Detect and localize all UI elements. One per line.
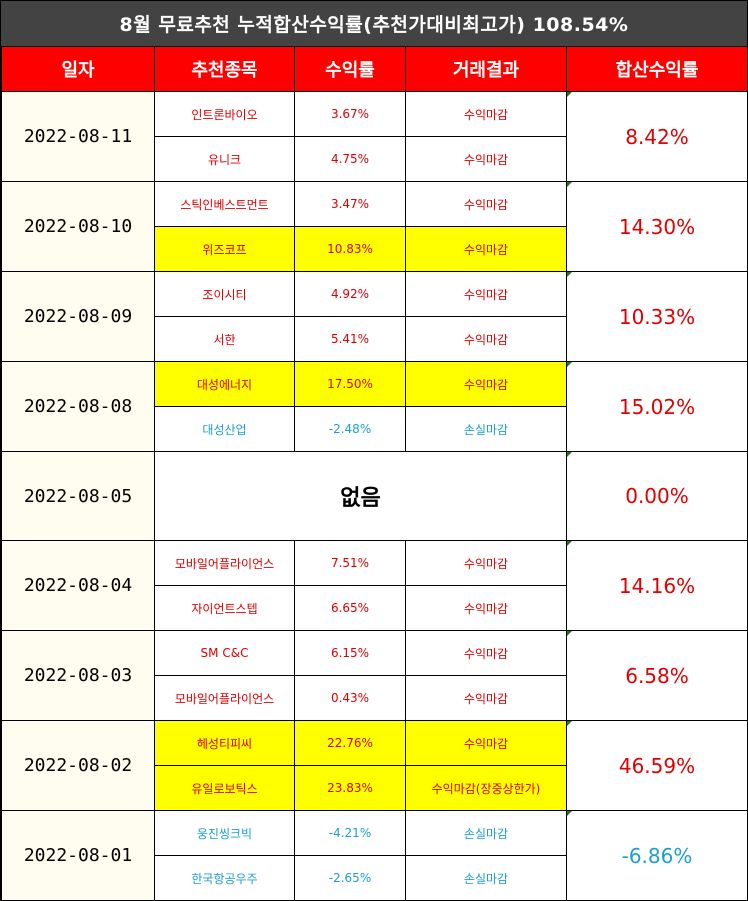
result-cell: 수익마감 [405,540,567,586]
table-row: 2022-08-09 조이시티 4.92% 수익마감 10.33% [1,271,748,362]
rate-cell: 10.83% [294,226,406,272]
date-cell: 2022-08-11 [1,91,155,182]
date-cell: 2022-08-09 [1,271,155,362]
date-cell: 2022-08-10 [1,181,155,272]
table-row: 한국항공우주 -2.65% 손실마감 [2,855,748,901]
rate-cell: 3.47% [294,181,406,227]
result-cell: 수익마감 [405,271,567,317]
stock-cell: 유일로보틱스 [154,765,295,811]
result-cell: 수익마감 [405,226,567,272]
rate-cell: 7.51% [294,540,406,586]
stock-cell: 위즈코프 [154,226,295,272]
total-cell: 10.33% [566,271,748,362]
table-row: 유일로보틱스 23.83% 수익마감(장중상한가) [2,765,748,811]
recommendation-table: 일자 추천종목 수익률 거래결과 합산수익률 2022-08-11 인트론바이오… [1,46,748,901]
stock-cell: 조이시티 [154,271,295,317]
result-cell: 수익마감 [405,91,567,137]
total-cell: 6.58% [566,630,748,721]
result-cell: 손실마감 [405,406,567,452]
rate-cell: 4.92% [294,271,406,317]
stock-cell: 인트론바이오 [154,91,295,137]
stock-cell: 모바일어플라이언스 [154,540,295,586]
header-total: 합산수익률 [566,46,748,92]
total-cell: 14.30% [566,181,748,272]
stock-cell: 대성에너지 [154,361,295,407]
stock-cell: 웅진씽크빅 [154,810,295,856]
header-row: 일자 추천종목 수익률 거래결과 합산수익률 [1,46,748,92]
stock-cell: SM C&C [154,630,295,676]
date-cell: 2022-08-08 [1,361,155,452]
rate-cell: 17.50% [294,361,406,407]
table-row: 2022-08-03 SM C&C 6.15% 수익마감 6.58% [1,630,748,721]
rate-cell: 6.15% [294,630,406,676]
rate-cell: 6.65% [294,585,406,631]
stock-cell: 유니크 [154,136,295,182]
table-row: 2022-08-01 웅진씽크빅 -4.21% 손실마감 -6.86% [1,810,748,901]
result-cell: 손실마감 [405,855,567,901]
header-stock: 추천종목 [154,46,295,92]
result-cell: 수익마감 [405,181,567,227]
rate-cell: -2.48% [294,406,406,452]
stock-cell: 대성산업 [154,406,295,452]
table-row: 2022-08-11 인트론바이오 3.67% 수익마감 8.42% [1,91,748,182]
table-row: 모바일어플라이언스 0.43% 수익마감 [2,675,748,721]
table-row: 2022-08-05 없음 0.00% [1,451,748,541]
table-row: 2022-08-08 대성에너지 17.50% 수익마감 15.02% [1,361,748,452]
stock-cell: 한국항공우주 [154,855,295,901]
table-row: 2022-08-02 헤성티피씨 22.76% 수익마감 46.59% [1,720,748,811]
total-cell: 14.16% [566,540,748,631]
stock-cell: 헤성티피씨 [154,720,295,766]
rate-cell: 5.41% [294,316,406,362]
table-row: 서한 5.41% 수익마감 [2,316,748,362]
result-cell: 수익마감 [405,675,567,721]
stock-cell: 모바일어플라이언스 [154,675,295,721]
result-cell: 수익마감 [405,720,567,766]
total-cell: 8.42% [566,91,748,182]
total-cell: -6.86% [566,810,748,901]
rate-cell: 23.83% [294,765,406,811]
table-row: 2022-08-04 모바일어플라이언스 7.51% 수익마감 14.16% [1,540,748,631]
stock-cell: 스틱인베스트먼트 [154,181,295,227]
header-result: 거래결과 [405,46,567,92]
no-recommendation-cell: 없음 [154,451,567,541]
rate-cell: 4.75% [294,136,406,182]
total-cell: 46.59% [566,720,748,811]
result-cell: 수익마감 [405,361,567,407]
rate-cell: 3.67% [294,91,406,137]
rate-cell: 0.43% [294,675,406,721]
table-row: 대성산업 -2.48% 손실마감 [2,406,748,452]
total-cell: 0.00% [566,451,748,541]
result-cell: 수익마감 [405,585,567,631]
table-row: 2022-08-10 스틱인베스트먼트 3.47% 수익마감 14.30% [1,181,748,272]
result-cell: 수익마감 [405,316,567,362]
date-cell: 2022-08-03 [1,630,155,721]
result-cell: 수익마감 [405,630,567,676]
date-cell: 2022-08-05 [1,451,155,541]
table-row: 위즈코프 10.83% 수익마감 [2,226,748,272]
date-cell: 2022-08-01 [1,810,155,901]
date-cell: 2022-08-02 [1,720,155,811]
header-rate: 수익률 [294,46,406,92]
rate-cell: -4.21% [294,810,406,856]
result-cell: 손실마감 [405,810,567,856]
stock-cell: 서한 [154,316,295,362]
result-cell: 수익마감(장중상한가) [405,765,567,811]
stock-cell: 자이언트스텝 [154,585,295,631]
date-cell: 2022-08-04 [1,540,155,631]
page-title: 8월 무료추천 누적합산수익률(추천가대비최고가) 108.54% [1,1,747,46]
rate-cell: -2.65% [294,855,406,901]
header-date: 일자 [1,46,155,92]
rate-cell: 22.76% [294,720,406,766]
result-cell: 수익마감 [405,136,567,182]
table-row: 자이언트스텝 6.65% 수익마감 [2,585,748,631]
total-cell: 15.02% [566,361,748,452]
